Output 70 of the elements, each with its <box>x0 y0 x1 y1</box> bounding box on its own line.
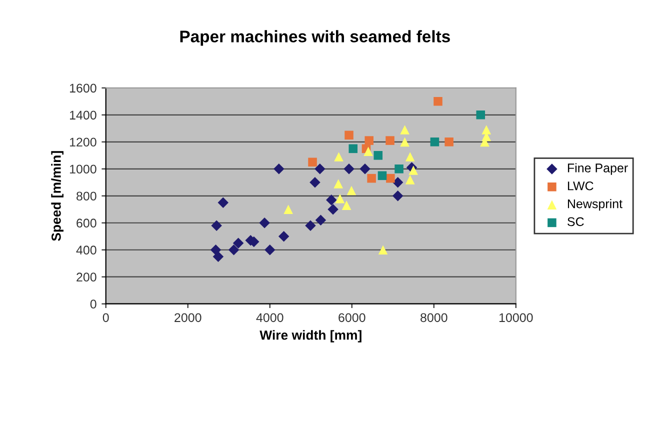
point <box>315 214 326 226</box>
y-tick-label: 600 <box>76 218 96 228</box>
point <box>400 137 410 147</box>
point <box>335 194 345 204</box>
x-tick-label: 8000 <box>420 313 448 322</box>
point <box>274 164 284 174</box>
y-tick-label: 1600 <box>70 84 96 93</box>
y-tick-label: 400 <box>76 246 96 255</box>
point <box>305 220 316 231</box>
point <box>232 238 244 249</box>
y-tick-label: 1000 <box>70 164 96 174</box>
point <box>284 204 293 214</box>
legend-label: LWC <box>568 181 594 190</box>
point <box>405 175 415 184</box>
point <box>346 186 356 196</box>
point <box>212 251 224 262</box>
point <box>344 130 354 140</box>
point <box>326 194 337 206</box>
legend-label: Fine Paper <box>568 163 628 175</box>
point <box>394 164 404 174</box>
point <box>259 218 270 228</box>
point <box>444 138 454 146</box>
y-tick-label: 0 <box>90 300 96 309</box>
chart-title: Paper machines with seamed felts <box>180 30 450 46</box>
point <box>378 171 387 180</box>
x-tick-label: 6000 <box>338 313 366 322</box>
point <box>328 204 338 215</box>
point <box>374 151 383 160</box>
x-tick-label: 10000 <box>499 313 533 322</box>
point <box>405 152 415 162</box>
point <box>392 177 404 188</box>
point <box>210 244 222 256</box>
point <box>434 97 442 106</box>
y-axis-title: Speed [m/min] <box>51 151 64 241</box>
x-tick-label: 4000 <box>256 313 284 322</box>
point <box>344 164 354 174</box>
point <box>211 220 222 231</box>
y-tick-label: 1200 <box>70 138 96 147</box>
point <box>310 177 320 188</box>
point <box>400 125 410 134</box>
legend-label: Newsprint <box>568 199 622 211</box>
point <box>334 152 344 162</box>
y-tick-label: 200 <box>76 272 96 282</box>
point <box>308 158 317 167</box>
point <box>367 174 376 183</box>
point <box>342 200 352 210</box>
y-tick-label: 1400 <box>70 110 96 120</box>
point <box>314 164 326 174</box>
x-tick-label: 0 <box>102 313 109 322</box>
point <box>386 174 395 183</box>
point <box>228 244 240 256</box>
point <box>392 190 404 202</box>
point <box>482 125 492 134</box>
point <box>378 245 388 255</box>
x-tick-label: 2000 <box>174 313 202 322</box>
point <box>430 138 440 146</box>
point <box>386 136 394 145</box>
point <box>218 197 229 208</box>
point <box>476 110 486 120</box>
point <box>364 136 374 145</box>
point <box>360 164 370 174</box>
point <box>264 244 276 256</box>
point <box>348 144 358 154</box>
point <box>278 230 290 242</box>
point <box>364 146 373 156</box>
legend-label: SC <box>568 217 584 226</box>
y-tick-label: 800 <box>76 192 96 201</box>
point <box>408 166 418 175</box>
point <box>334 179 344 188</box>
x-axis-title: Wire width [mm] <box>260 330 362 342</box>
